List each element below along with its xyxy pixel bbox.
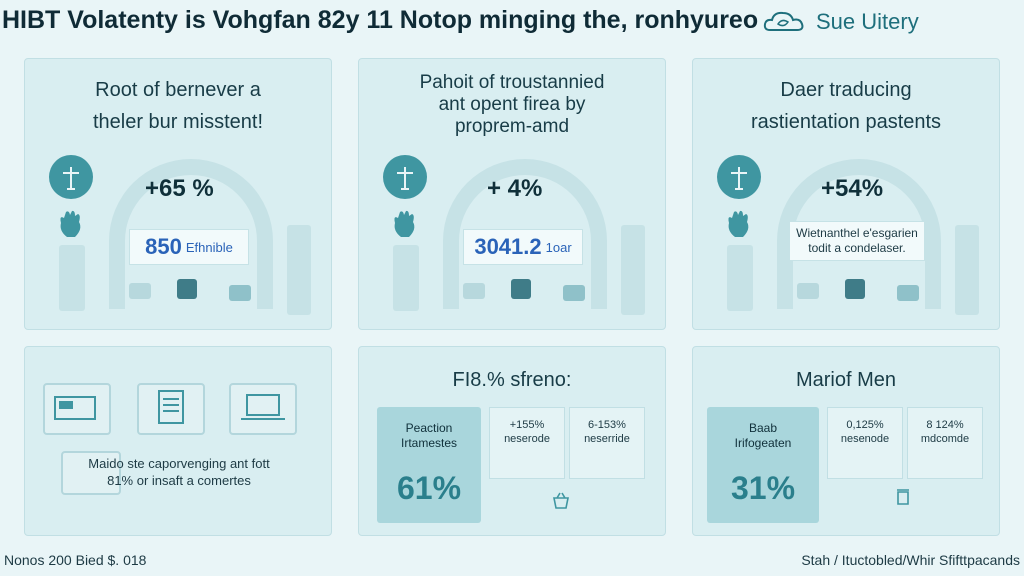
stat-box: 8 124% mdcomde xyxy=(907,407,983,479)
panel-title: Mariof Men xyxy=(795,369,897,391)
stat-box-label: neserode xyxy=(504,433,550,445)
side-bar xyxy=(621,225,645,315)
stat-box-value: +155% xyxy=(509,419,545,431)
bag-icon xyxy=(177,279,197,299)
panel-title-line: Pahoit of troustannied xyxy=(419,72,605,93)
value-unit: Efhnible xyxy=(185,239,233,255)
bag-icon xyxy=(845,279,865,299)
caption-line: 81% or insaft a comertes xyxy=(107,473,251,488)
stat-box-label: mdcomde xyxy=(920,433,970,445)
house-icon xyxy=(463,283,485,299)
hand-icon xyxy=(394,210,415,237)
percent-stat: +54% xyxy=(821,175,884,202)
stat-box: 0,125% nesenode xyxy=(827,407,903,479)
stat-label-line: Peaction xyxy=(405,421,453,435)
house-icon xyxy=(129,283,151,299)
stat-box-value: 0,125% xyxy=(846,419,884,431)
bag-icon xyxy=(511,279,531,299)
stat-box-value: 8 124% xyxy=(926,419,964,431)
turbine-icon xyxy=(49,155,93,199)
caption-line: Maido ste caporvenging ant fott xyxy=(88,456,270,471)
value-unit: 1oar xyxy=(545,239,572,255)
jar-icon xyxy=(897,489,909,505)
car-icon xyxy=(229,285,251,301)
panel-bottom-2: FI8.% sfreno: Peaction Irtamestes 61% +15… xyxy=(358,346,666,536)
stat-card: Peaction Irtamestes 61% xyxy=(377,407,481,523)
stat-label-line: Baab xyxy=(748,421,778,435)
stat-label: Baab Irifogeaten xyxy=(707,421,819,451)
value-number: 3041.2 xyxy=(474,234,542,259)
cloud-logo-icon xyxy=(763,11,804,31)
panel-title-line: proprem-amd xyxy=(454,116,570,137)
panel-title-line: rastientation pastents xyxy=(750,111,942,133)
car-icon xyxy=(563,285,585,301)
percent-stat: +65 % xyxy=(145,175,214,202)
turbine-icon xyxy=(383,155,427,199)
footer-note: Nonos 200 Bied $. 018 xyxy=(4,552,147,568)
turbine-icon xyxy=(717,155,761,199)
panel-title: FI8.% sfreno: xyxy=(452,369,572,391)
stat-box: +155% neserode xyxy=(489,407,565,479)
document-icon xyxy=(137,383,205,435)
stat-value: 61% xyxy=(396,470,462,506)
side-bar xyxy=(955,225,979,315)
stat-label-line: Irifogeaten xyxy=(734,436,792,450)
note-line: todit a condelaser. xyxy=(808,241,906,255)
side-bar xyxy=(59,245,85,311)
panel-top-1: Root of bernever a theler bur misstent! … xyxy=(24,58,332,330)
brand: Sue Uitery xyxy=(762,8,919,36)
side-bar xyxy=(287,225,311,315)
value-number: 850 xyxy=(145,234,182,259)
stat-box-label: neserride xyxy=(584,433,630,445)
side-bar xyxy=(727,245,753,311)
side-bar xyxy=(393,245,419,311)
stat-box-label: nesenode xyxy=(840,433,890,445)
hand-icon xyxy=(60,210,81,237)
stat-card: Baab Irifogeaten 31% xyxy=(707,407,819,523)
stat-label-line: Irtamestes xyxy=(400,436,457,450)
hand-icon xyxy=(728,210,749,237)
note-box: Wietnanthel e'esgarien todit a condelase… xyxy=(789,221,925,261)
header: HIBT Volatenty is Vohgfan 82y 11 Notop m… xyxy=(0,0,1024,42)
value-box: 3041.2 1oar xyxy=(463,229,583,265)
laptop-icon xyxy=(229,383,297,435)
house-icon xyxy=(797,283,819,299)
panel-bottom-1: Maido ste caporvenging ant fott 81% or i… xyxy=(24,346,332,536)
stat-label: Peaction Irtamestes xyxy=(377,421,481,451)
panel-title-line: ant opent firea by xyxy=(438,94,586,115)
value-box: 850 Efhnible xyxy=(129,229,249,265)
note-line: Wietnanthel e'esgarien xyxy=(796,226,918,240)
brand-name: Sue Uitery xyxy=(816,9,919,34)
percent-stat: + 4% xyxy=(487,175,543,202)
stat-box-value: 6-153% xyxy=(588,419,626,431)
page-title: HIBT Volatenty is Vohgfan 82y 11 Notop m… xyxy=(2,6,759,34)
footer-credit: Stah / Ituctobled/Whir Sfifttpacands xyxy=(801,552,1020,568)
basket-icon xyxy=(553,492,569,509)
stat-value: 31% xyxy=(730,470,796,506)
panel-top-3: Daer traducing rastientation pastents +5… xyxy=(692,58,1000,330)
panel-device-icon xyxy=(61,451,121,495)
panel-top-2: Pahoit of troustannied ant opent firea b… xyxy=(358,58,666,330)
panel-title-line: Root of bernever a xyxy=(95,79,261,101)
panel-title-line: Daer traducing xyxy=(780,79,912,101)
card-device-icon xyxy=(43,383,111,435)
panel-title-line: theler bur misstent! xyxy=(92,111,264,133)
panel-bottom-3: Mariof Men Baab Irifogeaten 31% 0,125% ne… xyxy=(692,346,1000,536)
stat-box: 6-153% neserride xyxy=(569,407,645,479)
car-icon xyxy=(897,285,919,301)
